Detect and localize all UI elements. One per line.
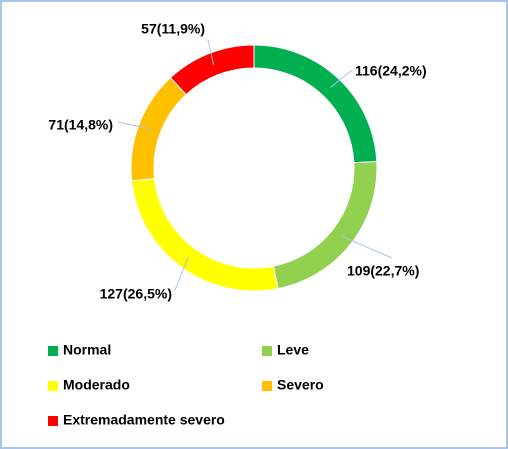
legend-label: Moderado: [63, 377, 130, 393]
legend-swatch: [48, 381, 58, 391]
leader-line: [330, 69, 353, 88]
data-label: 57(11,9%): [141, 21, 205, 37]
legend-label: Severo: [277, 377, 324, 393]
leader-line: [341, 235, 393, 259]
legend-swatch: [262, 346, 272, 356]
data-label: 109(22,7%): [347, 263, 419, 279]
legend-swatch: [262, 381, 272, 391]
leader-line: [207, 39, 215, 65]
legend-swatch: [48, 346, 58, 356]
data-label: 116(24,2%): [355, 63, 427, 79]
legend-label: Normal: [63, 342, 111, 358]
donut-segment: [169, 44, 255, 96]
leader-line: [117, 121, 151, 130]
legend-label: Leve: [277, 342, 309, 358]
data-label: 71(14,8%): [48, 117, 113, 133]
leader-line: [174, 257, 189, 291]
legend-label: Extremadamente severo: [63, 412, 225, 428]
data-label: 127(26,5%): [100, 286, 172, 302]
legend-swatch: [48, 416, 58, 426]
